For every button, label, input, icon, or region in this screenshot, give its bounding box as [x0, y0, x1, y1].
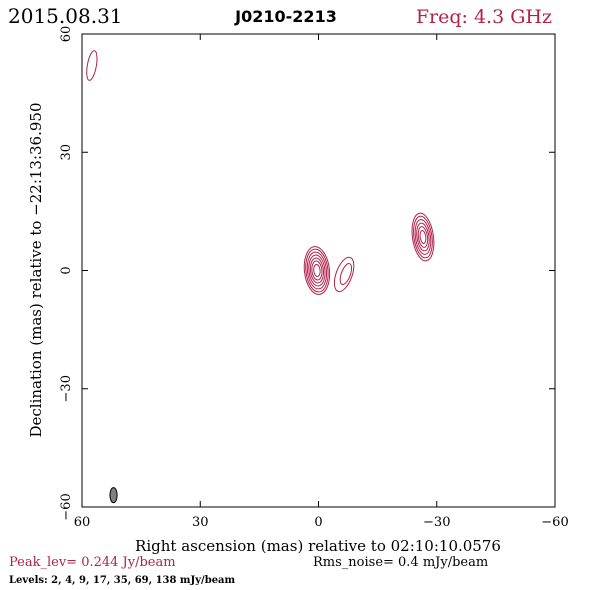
jet-contour	[416, 222, 430, 252]
frequency-label: Freq: 4.3 GHz	[416, 6, 552, 28]
axis-ticks	[81, 33, 556, 508]
source-name: J0210-2213	[234, 7, 337, 26]
core-contour	[313, 264, 321, 277]
core-contour	[309, 257, 325, 284]
jet-contour	[417, 226, 429, 248]
x-tick-label: 0	[314, 515, 322, 530]
jet-contour	[413, 215, 433, 259]
y-tick-label: 30	[59, 144, 74, 161]
contour-levels: Levels: 2, 4, 9, 17, 35, 69, 138 mJy/bea…	[9, 575, 236, 586]
jet-contour	[411, 212, 435, 262]
x-tick-label: −30	[423, 515, 450, 530]
secondary-contour	[339, 263, 353, 285]
core-contour	[308, 254, 326, 287]
axis-tick-labels: 60 30 0 −30 −60 −60 −30 0 30 60	[59, 26, 569, 530]
peak-level: Peak_lev= 0.244 Jy/beam	[9, 555, 176, 570]
y-tick-label: −60	[59, 493, 74, 520]
secondary-contour	[333, 256, 355, 293]
jet-component	[411, 212, 435, 262]
beam-ellipse	[109, 487, 118, 504]
core-component	[303, 246, 331, 295]
core-contour	[303, 246, 331, 295]
contour-layer	[86, 50, 435, 504]
plot-frame	[81, 33, 556, 508]
date-label: 2015.08.31	[8, 4, 123, 28]
y-tick-label: 60	[59, 26, 74, 43]
y-tick-label: 0	[59, 266, 74, 274]
core-contour	[311, 260, 323, 281]
x-tick-label: 60	[74, 515, 91, 530]
y-tick-label: −30	[59, 375, 74, 402]
jet-contour	[419, 230, 427, 244]
core-contour	[306, 251, 328, 290]
edge-contour	[86, 50, 98, 81]
x-tick-label: 30	[192, 515, 209, 530]
jet-contour	[414, 219, 432, 255]
y-axis-label: Declination (mas) relative to −22:13:36.…	[27, 102, 45, 437]
edge-component	[86, 50, 98, 81]
x-axis-label: Right ascension (mas) relative to 02:10:…	[135, 537, 501, 555]
secondary-component	[333, 256, 355, 293]
rms-noise: Rms_noise= 0.4 mJy/beam	[313, 555, 488, 570]
x-tick-label: −60	[541, 515, 568, 530]
core-contour	[305, 248, 329, 293]
